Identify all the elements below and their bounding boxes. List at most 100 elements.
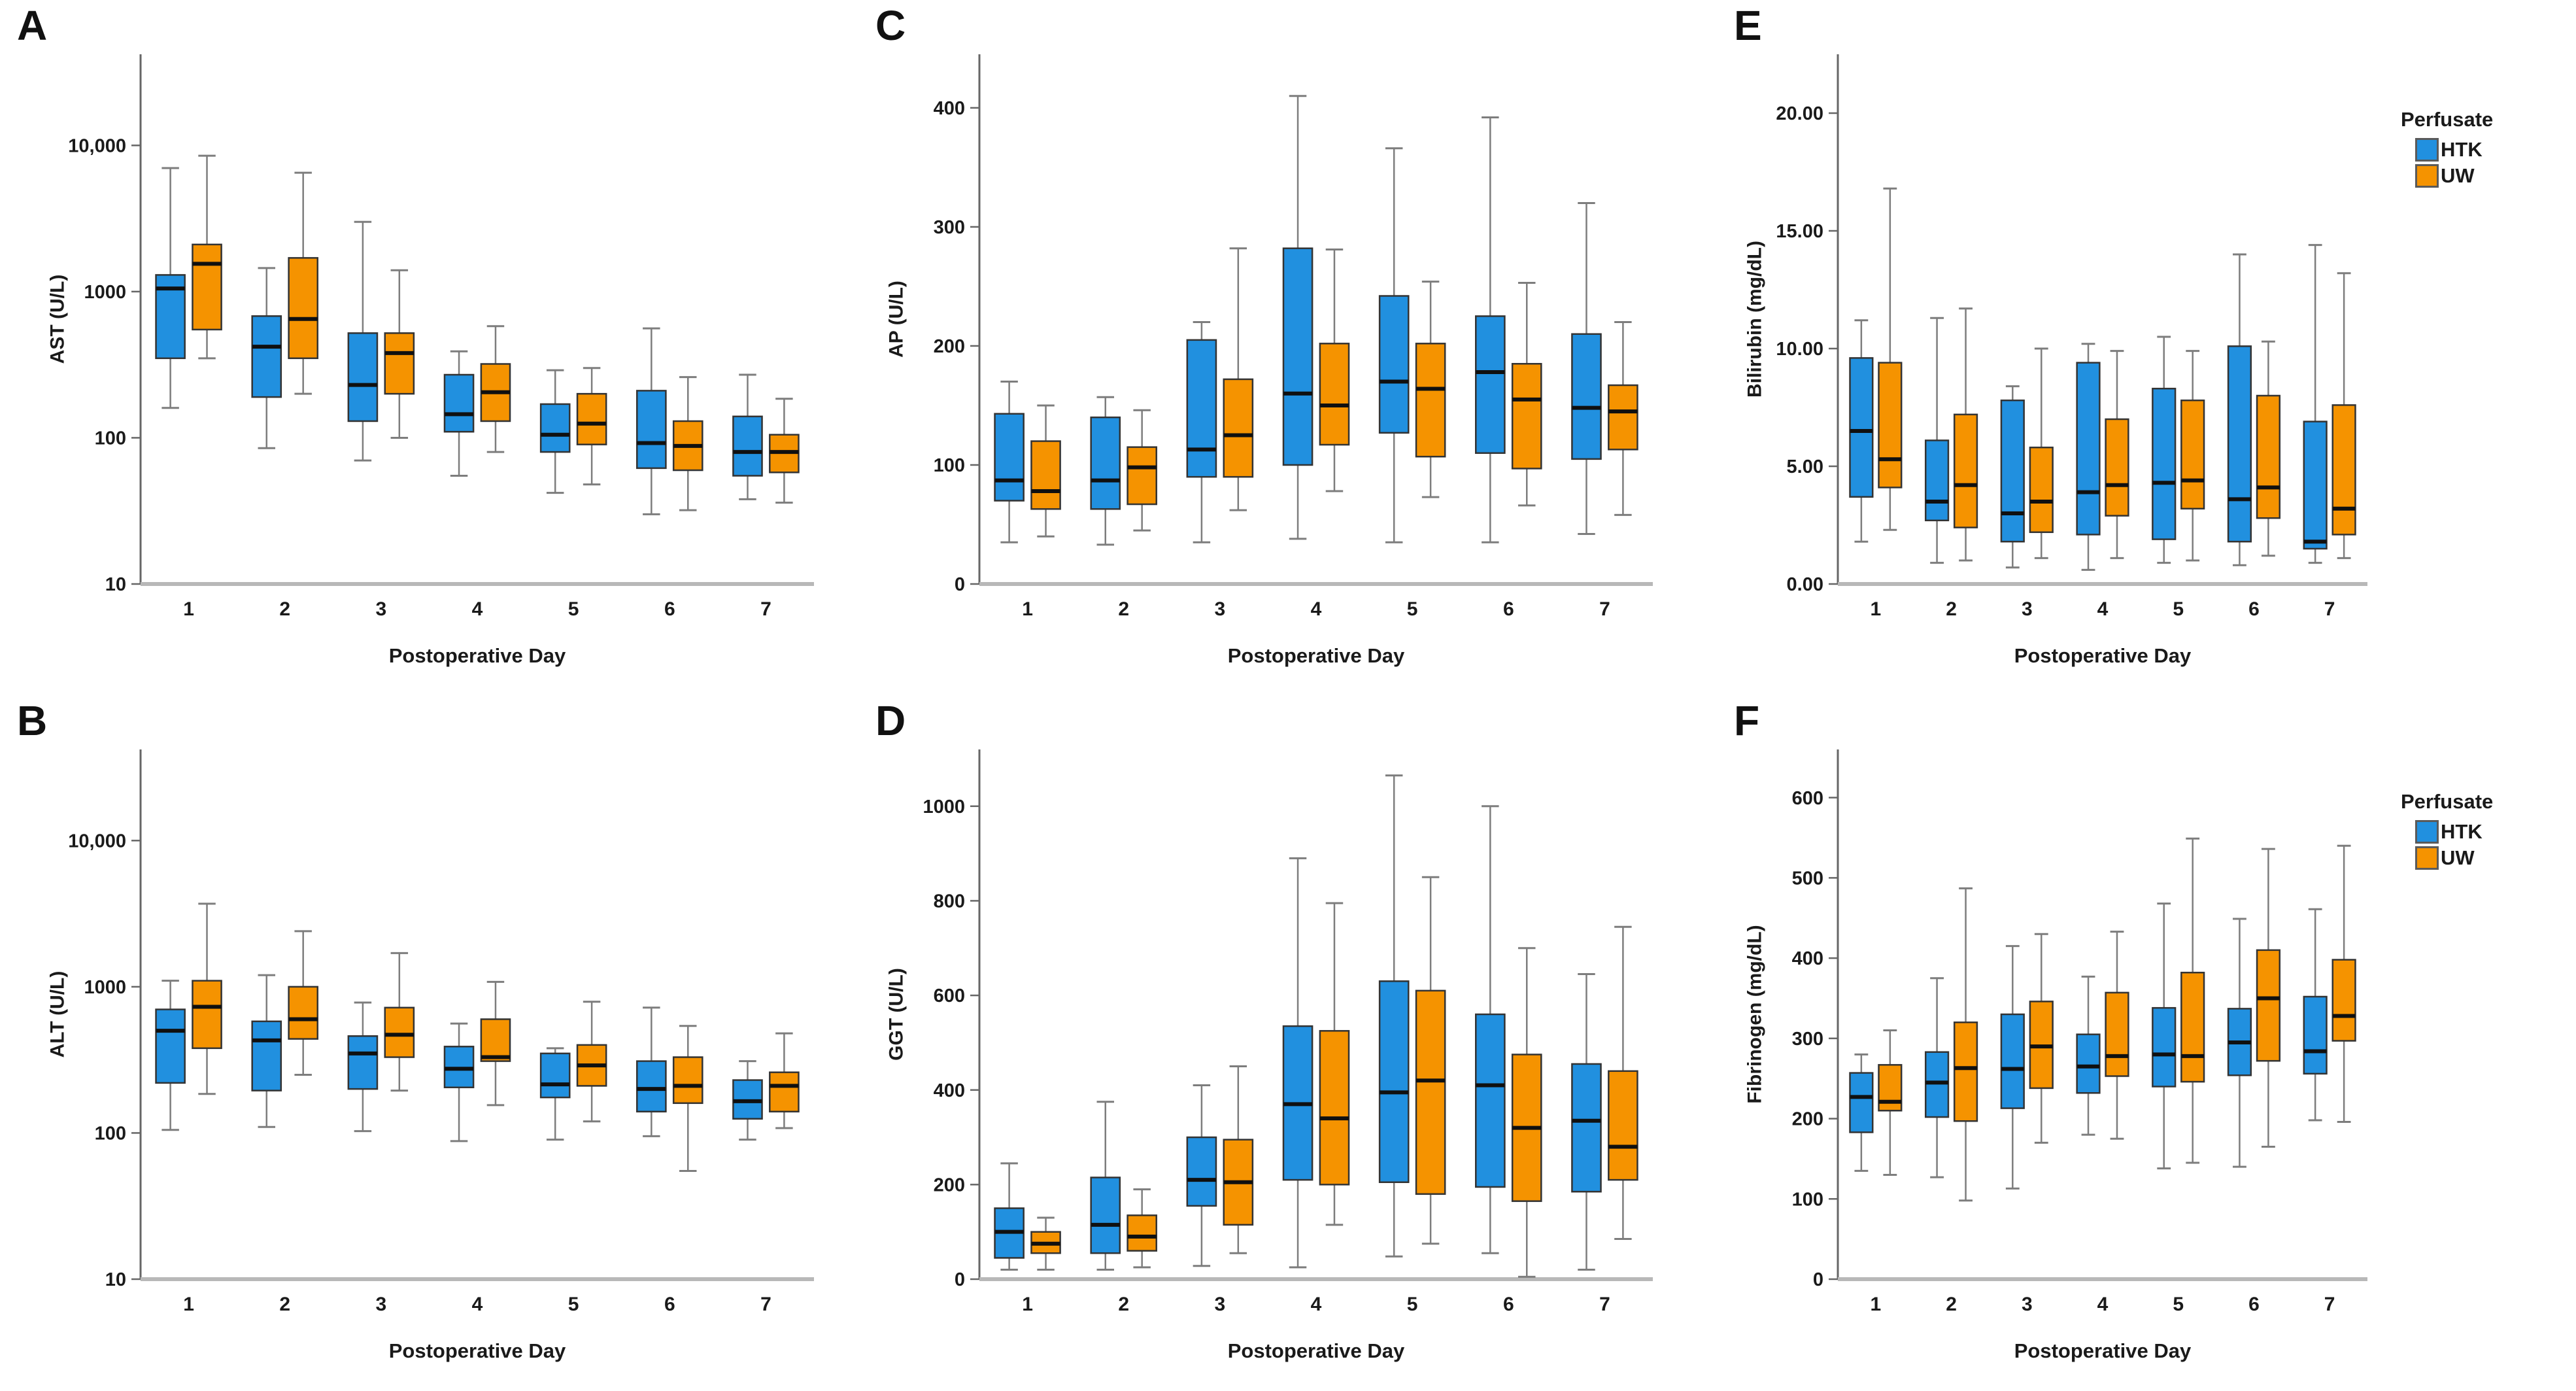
y-tick-label: 0 xyxy=(1813,1269,1823,1290)
box-uw-day1 xyxy=(192,902,222,1095)
box-uw-day1 xyxy=(1878,187,1903,531)
panel-c: C 0 100 200 300 400 AP (U/L) 1 2 3 4 5 6 7 Postoperat… xyxy=(858,0,1717,695)
box-uw-day4 xyxy=(2105,350,2129,559)
y-tick-label: 200 xyxy=(934,1175,965,1196)
x-tick-label: 2 xyxy=(1946,1294,1957,1315)
iqr-box xyxy=(732,415,763,477)
box-uw-day3 xyxy=(384,952,415,1092)
iqr-box xyxy=(2105,418,2129,517)
x-tick-label: 5 xyxy=(568,1294,579,1315)
y-tick-label: 300 xyxy=(934,217,965,238)
box-htk-day7 xyxy=(1571,202,1602,536)
y-tick-label: 10 xyxy=(105,574,126,595)
y-tick-label: 200 xyxy=(1792,1109,1823,1130)
iqr-box xyxy=(2029,446,2054,534)
box-uw-day6 xyxy=(2256,340,2281,557)
x-tick-label: 7 xyxy=(1599,598,1610,620)
box-htk-day5 xyxy=(1378,147,1410,543)
alt-boxplot-chart: 10 100 1000 10,000 ALT (U/L) 1 2 3 4 5 6 7 Postopera… xyxy=(47,749,814,1362)
box-uw-day6 xyxy=(672,376,703,511)
ggt-boxplot-chart: 0 200 400 600 800 1000 GGT (U/L) 1 2 3 4 5 6 7 Postope… xyxy=(886,749,1653,1362)
x-tick-label: 5 xyxy=(2173,598,2184,620)
legend-perfusate: Perfusate HTK UW xyxy=(2401,108,2564,190)
box-htk-day7 xyxy=(2303,908,2328,1122)
iqr-box xyxy=(2227,345,2252,543)
box-uw-day6 xyxy=(1511,281,1542,507)
box-uw-day7 xyxy=(769,398,800,504)
box-uw-day3 xyxy=(2029,347,2054,559)
iqr-box xyxy=(2076,1033,2101,1094)
iqr-box xyxy=(994,413,1025,502)
x-tick-label: 2 xyxy=(1946,598,1957,620)
box-htk-day4 xyxy=(1282,857,1313,1269)
x-tick-label: 4 xyxy=(1311,598,1322,620)
box-uw-day7 xyxy=(1608,925,1638,1241)
uw-swatch-icon xyxy=(2415,164,2439,188)
x-tick-label: 7 xyxy=(760,1294,771,1315)
panel-label-e: E xyxy=(1734,2,1762,49)
x-tick-label: 6 xyxy=(1503,598,1514,620)
x-tick-label: 5 xyxy=(2173,1294,2184,1315)
x-tick-label: 7 xyxy=(760,598,771,620)
panel-label-f: F xyxy=(1734,697,1760,744)
box-uw-day7 xyxy=(2331,844,2356,1123)
iqr-box xyxy=(1953,1022,1978,1122)
iqr-box xyxy=(1475,1013,1506,1188)
iqr-box xyxy=(1924,439,1950,522)
ap-boxplot-chart: 0 100 200 300 400 AP (U/L) 1 2 3 4 5 6 7 Postoperativ… xyxy=(886,54,1653,667)
y-tick-label: 400 xyxy=(934,1080,965,1101)
box-uw-day1 xyxy=(1030,1216,1061,1271)
panel-e: E 0.00 5.00 10.00 15.00 20.00 Bilirubin (mg/d… xyxy=(1717,0,2576,695)
x-tick-label: 3 xyxy=(1215,598,1226,620)
box-uw-day6 xyxy=(2256,848,2281,1148)
iqr-box xyxy=(1378,295,1410,434)
iqr-box xyxy=(539,403,571,453)
box-htk-day4 xyxy=(1282,95,1313,540)
iqr-box xyxy=(2331,959,2356,1042)
iqr-box xyxy=(1415,989,1446,1195)
iqr-box xyxy=(1030,440,1061,510)
y-tick-label: 10 xyxy=(105,1269,126,1290)
box-htk-day5 xyxy=(539,1047,571,1141)
legend-label-htk: HTK xyxy=(2441,138,2483,161)
x-tick-label: 4 xyxy=(1311,1294,1322,1315)
box-htk-day2 xyxy=(1924,977,1950,1178)
box-htk-day3 xyxy=(2000,945,2025,1190)
x-axis-title: Postoperative Day xyxy=(389,1339,566,1362)
legend-label-uw: UW xyxy=(2441,164,2475,187)
box-uw-day5 xyxy=(576,367,607,486)
iqr-box xyxy=(576,392,607,445)
box-uw-day6 xyxy=(1511,947,1542,1278)
x-tick-label: 7 xyxy=(2324,1294,2335,1315)
box-htk-day2 xyxy=(251,267,282,449)
y-tick-label: 200 xyxy=(934,336,965,357)
x-tick-label: 6 xyxy=(2248,598,2260,620)
x-axis-title: Postoperative Day xyxy=(1228,1339,1405,1362)
box-uw-day2 xyxy=(1127,409,1157,532)
x-tick-label: 2 xyxy=(279,1294,290,1315)
box-uw-day2 xyxy=(1953,887,1978,1202)
box-uw-day1 xyxy=(1030,404,1061,538)
legend-item-htk: HTK xyxy=(2415,820,2564,844)
iqr-box xyxy=(1608,1070,1638,1181)
x-axis-title: Postoperative Day xyxy=(2014,644,2192,667)
x-tick-label: 3 xyxy=(2022,1294,2033,1315)
legend-item-htk: HTK xyxy=(2415,138,2564,162)
x-tick-label: 4 xyxy=(2097,1294,2109,1315)
box-uw-day3 xyxy=(2029,933,2054,1144)
x-tick-label: 3 xyxy=(2022,598,2033,620)
iqr-box xyxy=(1090,1176,1121,1254)
box-uw-day6 xyxy=(672,1025,703,1172)
y-tick-label: 1000 xyxy=(84,282,126,303)
iqr-box xyxy=(672,1056,703,1105)
x-tick-label: 2 xyxy=(1118,1294,1129,1315)
x-tick-label: 5 xyxy=(568,598,579,620)
iqr-box xyxy=(769,1071,800,1113)
y-tick-label: 100 xyxy=(1792,1189,1823,1210)
x-tick-label: 1 xyxy=(1871,1294,1882,1315)
x-tick-label: 4 xyxy=(472,1294,483,1315)
box-htk-day7 xyxy=(732,1060,763,1141)
box-htk-day2 xyxy=(1090,1101,1121,1271)
box-htk-day1 xyxy=(1849,1053,1874,1172)
box-uw-day2 xyxy=(1127,1188,1157,1269)
